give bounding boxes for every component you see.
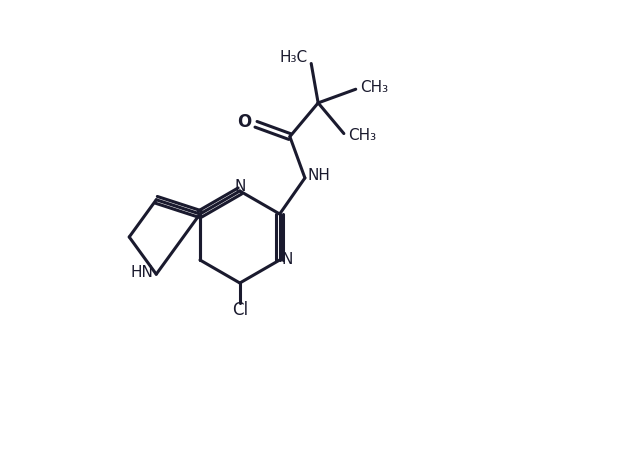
Text: CH₃: CH₃ [348, 128, 376, 143]
Text: HN: HN [131, 265, 154, 280]
Text: CH₃: CH₃ [360, 80, 388, 95]
Text: NH: NH [307, 168, 330, 183]
Text: H₃C: H₃C [279, 50, 307, 65]
Text: O: O [237, 113, 251, 131]
Text: N: N [282, 252, 293, 267]
Text: Cl: Cl [232, 301, 248, 319]
Text: N: N [234, 179, 246, 194]
